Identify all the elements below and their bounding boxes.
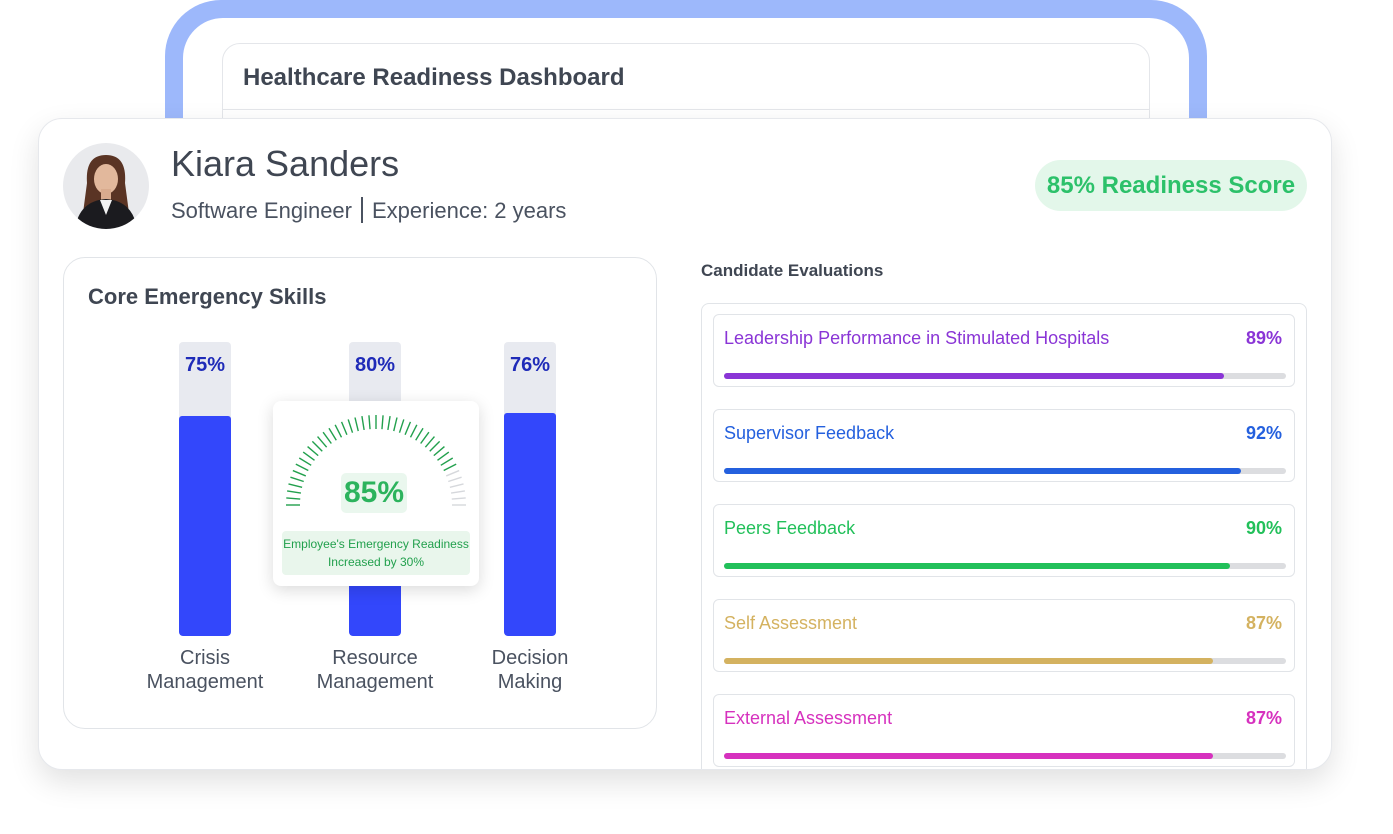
gauge-tick	[443, 463, 457, 472]
candidate-subtitle: Software Engineer Experience: 2 years	[171, 197, 566, 224]
evaluation-bar	[724, 563, 1230, 569]
evaluation-bar	[724, 753, 1213, 759]
skill-bar	[179, 415, 231, 636]
gauge-tick	[420, 431, 430, 444]
evaluation-item: Supervisor Feedback 92%	[713, 409, 1295, 482]
gauge-tick	[302, 451, 315, 461]
gauge-tick	[449, 483, 464, 488]
gauge-dial	[286, 415, 466, 506]
evaluation-track	[724, 753, 1286, 759]
gauge-rest	[445, 469, 466, 506]
skill-name: Resource Management	[316, 647, 434, 693]
evaluation-bar	[724, 373, 1225, 379]
gauge-tick	[424, 436, 435, 448]
gauge-tick	[450, 490, 466, 494]
evaluations-list: Leadership Performance in Stimulated Hos…	[701, 303, 1307, 769]
skills-panel: Core Emergency Skills 75% Crisis Manageme…	[63, 257, 657, 729]
gauge-tick	[290, 476, 304, 483]
skill-value: 80%	[354, 354, 396, 376]
gauge-tick	[404, 421, 412, 436]
gauge-value: 85%	[341, 473, 407, 513]
gauge-tick	[307, 446, 319, 457]
evaluation-track	[724, 373, 1286, 379]
divider	[223, 109, 1149, 110]
gauge-tick	[398, 419, 405, 433]
evaluation-track	[724, 468, 1286, 474]
evaluation-track	[724, 658, 1286, 664]
gauge-tick	[429, 440, 441, 452]
avatar	[63, 143, 149, 229]
gauge-tick	[448, 476, 462, 483]
role: Software Engineer	[171, 198, 352, 223]
gauge-tick	[317, 436, 328, 448]
gauge-tick	[381, 415, 384, 430]
evaluations-title: Candidate Evaluations	[701, 261, 884, 280]
dashboard-title: Healthcare Readiness Dashboard	[243, 64, 625, 91]
evaluation-bar	[724, 468, 1242, 474]
evaluation-name: Peers Feedback	[724, 518, 856, 538]
evaluation-name: Supervisor Feedback	[724, 423, 895, 443]
gauge-tick	[340, 421, 348, 436]
readiness-score: 85% Readiness Score	[1035, 160, 1307, 211]
evaluation-item: External Assessment 87%	[713, 694, 1295, 767]
gauge-tick	[288, 483, 303, 488]
gauge-tick	[415, 427, 424, 441]
gauge-tick	[393, 417, 398, 432]
evaluation-name: External Assessment	[724, 708, 893, 728]
evaluation-value: 92%	[1245, 423, 1282, 443]
evaluation-item: Peers Feedback 90%	[713, 504, 1295, 577]
gauge-tick	[387, 415, 391, 431]
experience: Experience: 2 years	[372, 198, 567, 223]
evaluation-track	[724, 563, 1286, 569]
skill-bar	[504, 412, 556, 636]
gauge-tick	[368, 415, 371, 430]
gauge-tick	[445, 469, 460, 477]
evaluation-value: 90%	[1245, 518, 1282, 538]
gauge-tick	[322, 431, 332, 444]
evaluation-bar	[724, 658, 1213, 664]
profile-card: Kiara Sanders Software Engineer Experienc…	[38, 118, 1332, 770]
skills-title: Core Emergency Skills	[88, 284, 327, 309]
evaluation-name: Self Assessment	[724, 613, 858, 633]
gauge-tick	[292, 469, 307, 477]
gauge-caption: Employee's Emergency Readiness Increased…	[282, 531, 470, 575]
skill-track: 76%	[504, 342, 556, 636]
evaluation-value: 87%	[1245, 708, 1282, 728]
gauge-tick	[409, 424, 418, 438]
skill-value: 76%	[509, 354, 551, 376]
gauge-tick	[433, 446, 445, 457]
skill-value: 75%	[184, 354, 226, 376]
skill-name: Decision Making	[491, 647, 569, 693]
gauge-fill	[286, 415, 457, 506]
separator	[361, 197, 363, 223]
gauge-tick	[354, 417, 359, 432]
gauge-tick	[328, 427, 337, 441]
evaluation-value: 87%	[1245, 613, 1282, 633]
gauge-tick	[286, 497, 301, 500]
gauge-tick	[311, 440, 323, 452]
evaluation-item: Leadership Performance in Stimulated Hos…	[713, 314, 1295, 387]
gauge-tick	[334, 424, 343, 438]
skill-name: Crisis Management	[146, 647, 264, 693]
gauge-tick	[361, 415, 365, 431]
evaluation-value: 89%	[1245, 328, 1282, 348]
gauge-tick	[440, 457, 454, 466]
gauge-tick	[286, 490, 302, 494]
gauge-tick	[298, 457, 312, 466]
gauge-tick	[451, 497, 466, 500]
skill-track: 75%	[179, 342, 231, 636]
gauge-tick	[295, 463, 309, 472]
evaluation-item: Self Assessment 87%	[713, 599, 1295, 672]
gauge-card: 85% Employee's Emergency Readiness Increa…	[273, 401, 479, 586]
candidate-name: Kiara Sanders	[171, 143, 400, 184]
gauge-tick	[347, 419, 354, 433]
evaluation-name: Leadership Performance in Stimulated Hos…	[724, 328, 1110, 348]
gauge-tick	[437, 451, 450, 461]
